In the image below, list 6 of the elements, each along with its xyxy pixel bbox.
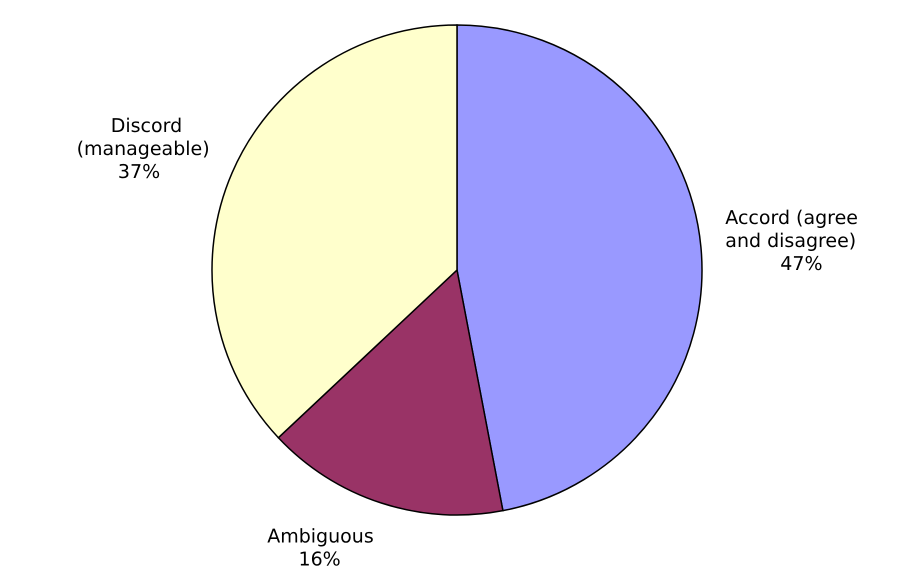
- data-label: 37%: [118, 161, 160, 184]
- slice-label: Accord (agree and disagree): [725, 207, 858, 252]
- slice-label: Discord (manageable): [76, 115, 210, 160]
- slice-label: Ambiguous: [267, 525, 374, 548]
- data-label: 47%: [780, 253, 823, 276]
- data-label: 16%: [298, 548, 341, 570]
